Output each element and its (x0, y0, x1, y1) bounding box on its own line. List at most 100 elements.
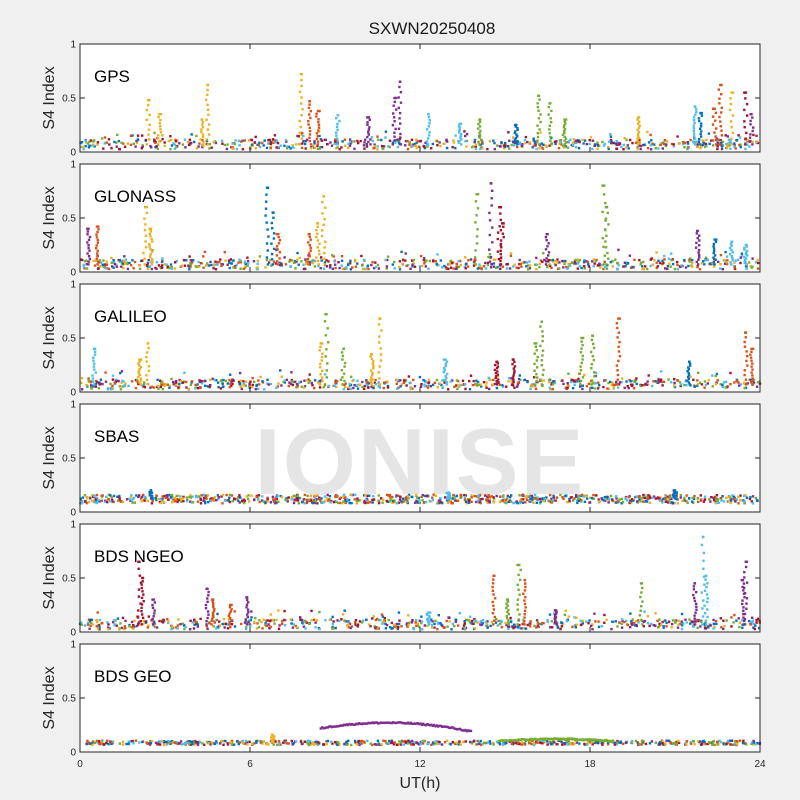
baseline-point (302, 140, 305, 143)
spike-point (641, 600, 644, 603)
baseline-point (290, 618, 294, 622)
spike-point (720, 93, 723, 96)
baseline-point (756, 258, 759, 262)
baseline-point (201, 139, 204, 142)
baseline-point (168, 386, 171, 389)
baseline-point (640, 497, 643, 500)
baseline-point (639, 500, 642, 503)
baseline-point (726, 146, 729, 149)
baseline-point (625, 619, 628, 623)
baseline-point (291, 380, 295, 384)
baseline-point (706, 258, 709, 261)
spike-point (729, 120, 733, 123)
baseline-point (414, 501, 417, 504)
baseline-point (406, 495, 410, 498)
baseline-point (661, 147, 664, 150)
baseline-point (90, 618, 94, 621)
baseline-point (730, 625, 733, 628)
spike-point (137, 371, 140, 375)
spike-peak (605, 206, 609, 209)
baseline-point (155, 145, 158, 148)
baseline-point (652, 380, 655, 383)
baseline-point (645, 500, 649, 503)
baseline-point (727, 142, 730, 145)
baseline-point (692, 501, 695, 505)
baseline-point (120, 141, 123, 144)
baseline-point (481, 140, 484, 144)
baseline-point (189, 261, 192, 265)
baseline-point (245, 741, 249, 744)
baseline-point (86, 142, 90, 145)
spike-point (275, 260, 279, 263)
spike-point (367, 133, 370, 136)
baseline-point (190, 133, 193, 136)
baseline-point (177, 494, 180, 497)
baseline-point (81, 145, 84, 149)
baseline-point (172, 142, 175, 145)
baseline-point (218, 620, 221, 623)
spike-peak (673, 489, 677, 492)
baseline-point (373, 381, 377, 384)
baseline-point (643, 496, 646, 500)
spike-point (563, 135, 566, 138)
baseline-point (502, 385, 505, 388)
baseline-point (490, 621, 494, 624)
spike-point (692, 132, 696, 135)
baseline-point (144, 620, 148, 623)
baseline-point (662, 261, 665, 265)
spike-point (267, 235, 270, 238)
baseline-point (221, 493, 224, 497)
baseline-point (383, 616, 386, 620)
baseline-point (660, 499, 664, 502)
baseline-point (603, 260, 606, 263)
baseline-point (530, 383, 533, 387)
baseline-point (531, 146, 534, 149)
baseline-point (113, 140, 116, 144)
baseline-point (376, 145, 379, 148)
baseline-point (609, 133, 612, 136)
baseline-point (91, 499, 94, 503)
spike-point (275, 254, 279, 257)
spike-point (148, 232, 152, 236)
baseline-point (165, 494, 169, 497)
baseline-point (121, 500, 124, 504)
baseline-point (325, 265, 329, 268)
baseline-point (445, 739, 449, 742)
spike-point (615, 322, 618, 325)
baseline-point (226, 623, 230, 626)
spike-point (615, 364, 619, 367)
baseline-point (717, 501, 721, 504)
baseline-point (676, 135, 679, 138)
spike-point (742, 582, 745, 585)
spike-point (692, 124, 695, 127)
baseline-point (196, 625, 199, 628)
baseline-point (518, 627, 521, 630)
spike-point (516, 135, 519, 138)
baseline-point (335, 500, 338, 504)
baseline-point (131, 259, 134, 262)
spike-point (228, 616, 232, 620)
baseline-point (397, 501, 401, 504)
spike-point (323, 263, 327, 266)
spike-point (370, 376, 373, 379)
baseline-point (697, 371, 700, 374)
baseline-point (639, 263, 642, 266)
spike-point (703, 583, 706, 586)
spike-point (706, 608, 709, 611)
baseline-point (230, 623, 234, 626)
baseline-point (724, 380, 728, 383)
baseline-point (488, 497, 491, 501)
spike-point (563, 129, 566, 133)
baseline-point (525, 261, 529, 264)
baseline-point (89, 618, 92, 622)
spike-point (157, 137, 160, 140)
baseline-point (404, 379, 408, 382)
spike-point (428, 619, 431, 623)
baseline-point (505, 502, 508, 505)
baseline-point (577, 497, 580, 500)
baseline-point (213, 378, 216, 382)
baseline-point (560, 621, 564, 625)
baseline-point (469, 374, 473, 377)
baseline-point (146, 626, 149, 629)
baseline-point (303, 379, 306, 382)
